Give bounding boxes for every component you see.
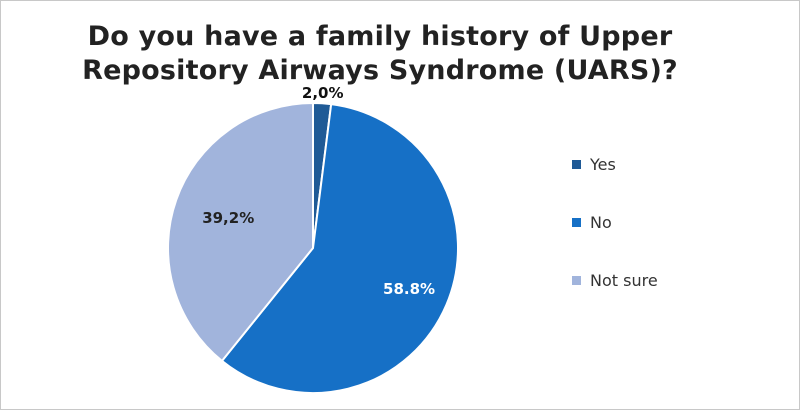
legend-item-no: No	[572, 210, 658, 234]
legend-item-not-sure: Not sure	[572, 268, 658, 292]
pie-label-yes: 2,0%	[302, 84, 344, 102]
legend-label-yes: Yes	[590, 154, 616, 174]
legend-swatch-not-sure	[572, 275, 581, 285]
pie-slices	[167, 101, 459, 394]
pie-label-no: 58.8%	[383, 280, 435, 298]
pie-slice-no	[220, 103, 459, 394]
legend-item-yes: Yes	[572, 152, 658, 176]
pie-label-not-sure: 39,2%	[202, 209, 254, 227]
chart-title: Do you have a family history of Upper Re…	[0, 20, 760, 88]
pie-labels: 2,0% 58.8% 39,2%	[202, 84, 435, 298]
chart-title-line-1: Do you have a family history of Upper	[87, 21, 673, 52]
legend-label-not-sure: Not sure	[590, 270, 658, 290]
legend-label-no: No	[590, 212, 612, 232]
legend: Yes No Not sure	[572, 152, 658, 326]
legend-swatch-yes	[572, 159, 581, 169]
chart-title-line-2: Repository Airways Syndrome (UARS)?	[82, 55, 678, 86]
pie-slice-not-sure	[167, 101, 314, 363]
legend-swatch-no	[572, 217, 581, 227]
